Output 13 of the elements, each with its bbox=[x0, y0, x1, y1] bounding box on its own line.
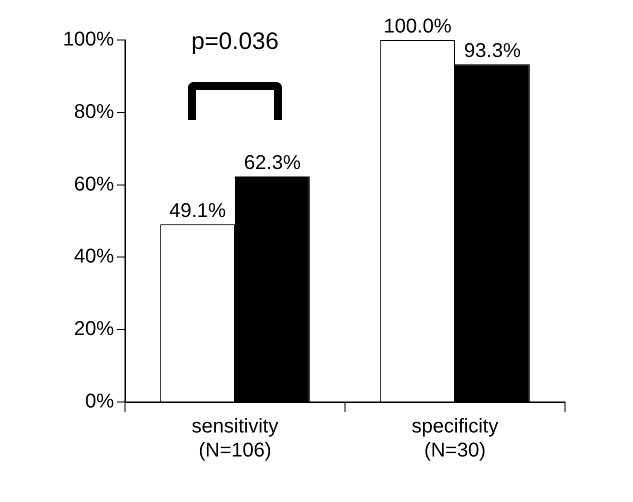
data-label: 49.1% bbox=[169, 200, 226, 222]
annotation: p=0.036 bbox=[191, 28, 279, 56]
data-label: 100.0% bbox=[384, 16, 452, 38]
x-tick-label: sensitivity (N=106) bbox=[192, 416, 278, 462]
data-label: 93.3% bbox=[464, 40, 521, 62]
y-tick-label: 0% bbox=[85, 390, 114, 413]
y-tick-label: 80% bbox=[74, 100, 114, 123]
y-tick-label: 100% bbox=[62, 28, 114, 51]
y-tick-label: 60% bbox=[74, 173, 114, 196]
x-tick-label: specificity (N=30) bbox=[412, 416, 498, 462]
y-tick-label: 40% bbox=[74, 246, 114, 268]
data-label: 62.3% bbox=[244, 152, 301, 174]
y-tick-label: 20% bbox=[74, 318, 114, 340]
